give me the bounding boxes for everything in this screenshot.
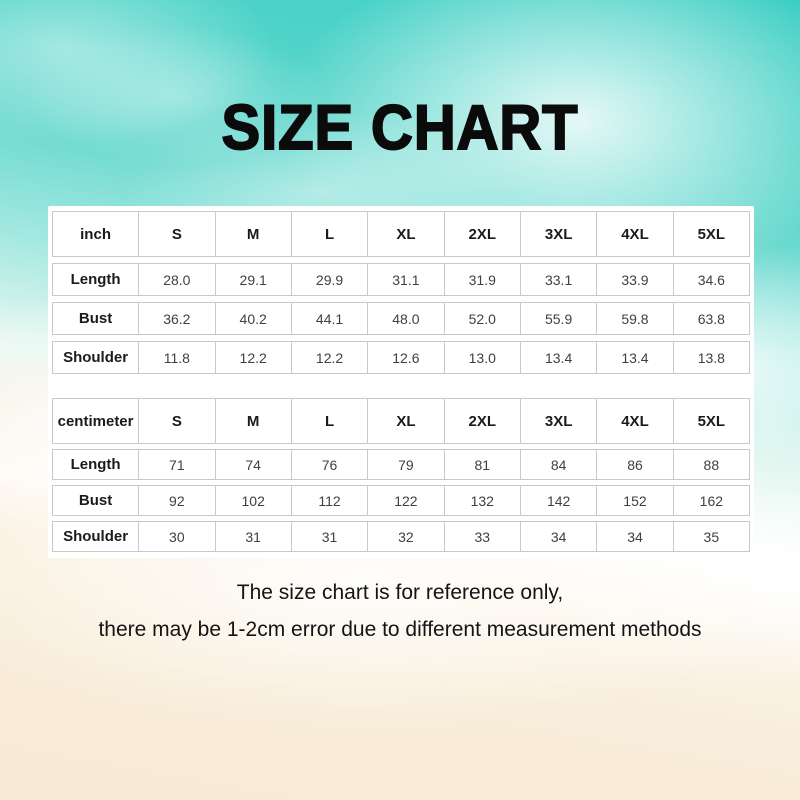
value-cell: 102 <box>214 485 292 516</box>
size-header-cell: XL <box>367 211 445 257</box>
row-label-cell: Shoulder <box>52 341 140 374</box>
value-cell: 40.2 <box>214 302 292 335</box>
value-cell: 59.8 <box>596 302 674 335</box>
value-cell: 12.2 <box>290 341 369 374</box>
value-cell: 28.0 <box>138 263 216 296</box>
size-header-cell: XL <box>367 398 445 444</box>
size-header-cell: 5XL <box>672 398 751 444</box>
size-table-centimeter: centimeter S M L XL 2XL 3XL 4XL 5XL Length 71 74 76 7… <box>52 398 751 552</box>
value-cell: 33 <box>443 521 521 552</box>
size-header-cell: 5XL <box>672 211 751 257</box>
value-cell: 132 <box>443 485 521 516</box>
unit-header-cell: inch <box>52 211 140 257</box>
value-cell: 35 <box>672 521 751 552</box>
size-header-cell: L <box>290 398 369 444</box>
size-chart-panel: inch S M L XL 2XL 3XL 4XL 5XL Length 28.0 29.1 29.9 3… <box>48 206 754 558</box>
value-cell: 34.6 <box>672 263 751 296</box>
value-cell: 32 <box>367 521 445 552</box>
value-cell: 92 <box>138 485 216 516</box>
value-cell: 29.9 <box>290 263 369 296</box>
value-cell: 63.8 <box>672 302 751 335</box>
value-cell: 31.9 <box>443 263 521 296</box>
table-row: Length 71 74 76 79 81 84 86 88 <box>52 449 751 480</box>
table-header-row: centimeter S M L XL 2XL 3XL 4XL 5XL <box>52 398 751 444</box>
value-cell: 55.9 <box>519 302 598 335</box>
row-label-cell: Shoulder <box>52 521 140 552</box>
value-cell: 36.2 <box>138 302 216 335</box>
value-cell: 31.1 <box>367 263 445 296</box>
value-cell: 34 <box>596 521 674 552</box>
footer-note: The size chart is for reference only, th… <box>0 581 800 642</box>
footer-line-2: there may be 1-2cm error due to differen… <box>98 618 702 641</box>
table-row: Shoulder 30 31 31 32 33 34 34 35 <box>52 521 751 552</box>
size-header-cell: L <box>290 211 369 257</box>
size-header-cell: 3XL <box>519 211 598 257</box>
value-cell: 84 <box>519 449 598 480</box>
size-header-cell: S <box>138 211 216 257</box>
value-cell: 34 <box>519 521 598 552</box>
value-cell: 52.0 <box>443 302 521 335</box>
table-row: Bust 92 102 112 122 132 142 152 162 <box>52 485 751 516</box>
size-header-cell: 2XL <box>443 398 521 444</box>
value-cell: 33.1 <box>519 263 598 296</box>
size-header-cell: M <box>214 398 292 444</box>
value-cell: 13.4 <box>596 341 674 374</box>
value-cell: 11.8 <box>138 341 216 374</box>
value-cell: 12.2 <box>214 341 292 374</box>
row-label-cell: Length <box>52 263 140 296</box>
footer-line-1: The size chart is for reference only, <box>236 581 564 604</box>
value-cell: 86 <box>596 449 674 480</box>
value-cell: 13.0 <box>443 341 521 374</box>
value-cell: 31 <box>214 521 292 552</box>
value-cell: 33.9 <box>596 263 674 296</box>
value-cell: 30 <box>138 521 216 552</box>
table-row: Bust 36.2 40.2 44.1 48.0 52.0 55.9 59.8 63.8 <box>52 302 751 335</box>
value-cell: 76 <box>290 449 369 480</box>
value-cell: 88 <box>672 449 751 480</box>
value-cell: 13.4 <box>519 341 598 374</box>
value-cell: 112 <box>290 485 369 516</box>
value-cell: 71 <box>138 449 216 480</box>
value-cell: 162 <box>672 485 751 516</box>
value-cell: 152 <box>596 485 674 516</box>
value-cell: 29.1 <box>214 263 292 296</box>
row-label-cell: Bust <box>52 485 140 516</box>
size-header-cell: 4XL <box>596 211 674 257</box>
size-table-inch: inch S M L XL 2XL 3XL 4XL 5XL Length 28.0 29.1 29.9 3… <box>52 211 751 374</box>
value-cell: 142 <box>519 485 598 516</box>
value-cell: 12.6 <box>367 341 445 374</box>
value-cell: 79 <box>367 449 445 480</box>
value-cell: 31 <box>290 521 369 552</box>
unit-header-cell: centimeter <box>52 398 140 444</box>
value-cell: 44.1 <box>290 302 369 335</box>
value-cell: 74 <box>214 449 292 480</box>
size-header-cell: S <box>138 398 216 444</box>
value-cell: 13.8 <box>672 341 751 374</box>
table-row: Length 28.0 29.1 29.9 31.1 31.9 33.1 33.9 34.6 <box>52 263 751 296</box>
value-cell: 122 <box>367 485 445 516</box>
value-cell: 81 <box>443 449 521 480</box>
page-title: SIZE CHART <box>221 92 579 164</box>
size-header-cell: 3XL <box>519 398 598 444</box>
size-header-cell: 2XL <box>443 211 521 257</box>
size-header-cell: 4XL <box>596 398 674 444</box>
row-label-cell: Length <box>52 449 140 480</box>
table-row: Shoulder 11.8 12.2 12.2 12.6 13.0 13.4 13.4 13.8 <box>52 341 751 374</box>
row-label-cell: Bust <box>52 302 140 335</box>
value-cell: 48.0 <box>367 302 445 335</box>
size-header-cell: M <box>214 211 292 257</box>
table-header-row: inch S M L XL 2XL 3XL 4XL 5XL <box>52 211 751 257</box>
